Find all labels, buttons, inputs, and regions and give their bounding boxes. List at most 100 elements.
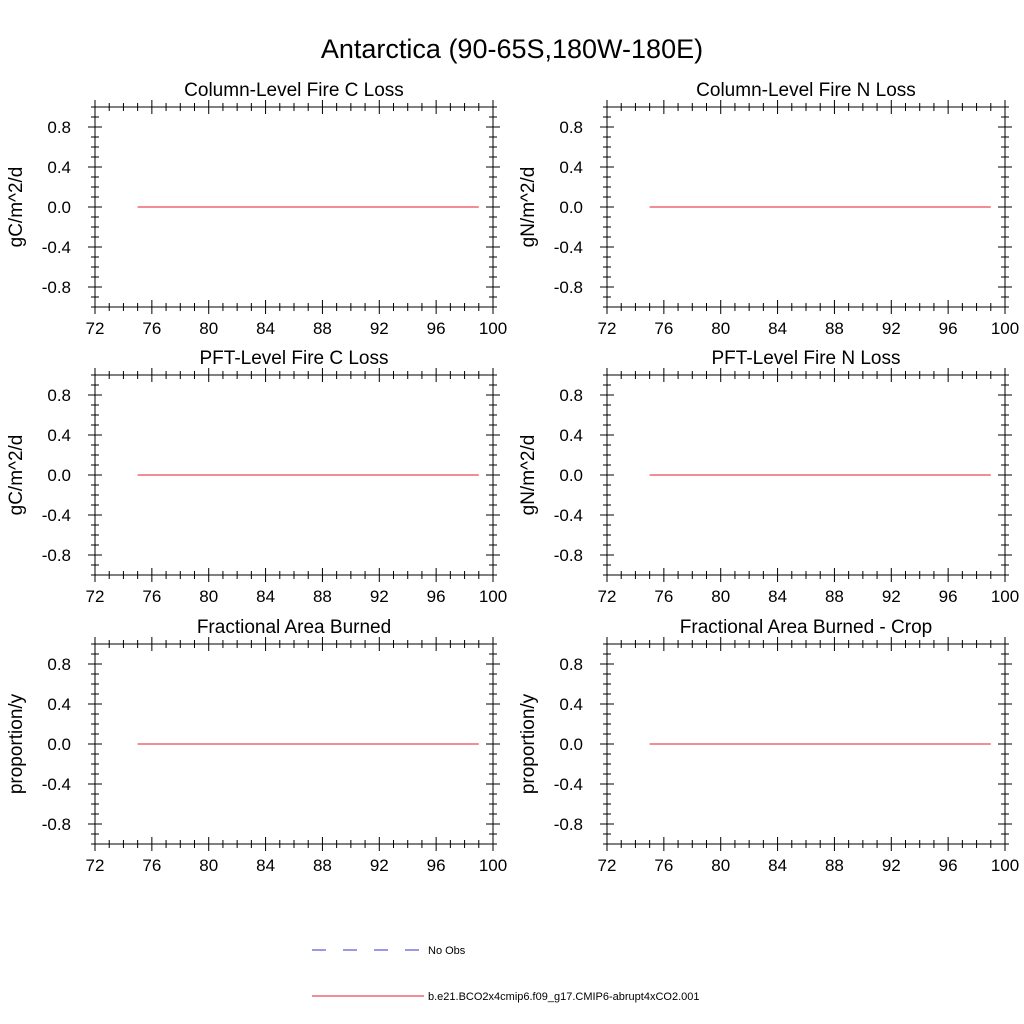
- x-tick-label: 72: [598, 319, 617, 338]
- y-axis-label: proportion/y: [6, 693, 27, 794]
- y-tick-label: 0.4: [47, 695, 71, 714]
- x-tick-label: 96: [427, 319, 446, 338]
- x-tick-label: 96: [939, 856, 958, 875]
- panels: Column-Level Fire C Loss 72 76 80 84 88 92 96 10…: [6, 80, 1019, 875]
- y-tick-label: -0.8: [42, 278, 71, 297]
- x-tick-label: 76: [654, 856, 673, 875]
- y-axis-label: gC/m^2/d: [6, 167, 27, 248]
- x-tick-label: 84: [768, 856, 787, 875]
- chart-panel: Fractional Area Burned - Crop 72 76 80 84 88 9…: [518, 617, 1019, 875]
- panel-title: Column-Level Fire C Loss: [184, 80, 404, 101]
- chart-panel: PFT-Level Fire N Loss 72 76 80 84 88 92 96 100 0.…: [518, 348, 1019, 606]
- y-tick-label: -0.8: [554, 815, 583, 834]
- panel-title: Fractional Area Burned - Crop: [680, 617, 932, 638]
- panel-title: PFT-Level Fire C Loss: [200, 348, 389, 369]
- x-tick-label: 96: [427, 587, 446, 606]
- y-tick-label: 0.8: [47, 655, 71, 674]
- x-tick-label: 72: [598, 587, 617, 606]
- y-tick-label: -0.4: [554, 506, 583, 525]
- x-tick-label: 80: [711, 587, 730, 606]
- x-tick-label: 80: [711, 319, 730, 338]
- x-tick-label: 100: [479, 587, 507, 606]
- x-tick-label: 96: [939, 319, 958, 338]
- panel-title: PFT-Level Fire N Loss: [712, 348, 901, 369]
- y-tick-label: 0.0: [47, 198, 71, 217]
- x-tick-label: 80: [199, 319, 218, 338]
- x-tick-label: 76: [142, 319, 161, 338]
- x-tick-label: 80: [199, 587, 218, 606]
- x-tick-label: 80: [711, 856, 730, 875]
- x-tick-label: 96: [427, 856, 446, 875]
- panel-title: Column-Level Fire N Loss: [696, 80, 916, 101]
- y-axis-label: proportion/y: [518, 693, 539, 794]
- y-tick-label: 0.4: [559, 426, 583, 445]
- x-tick-label: 100: [991, 856, 1019, 875]
- x-tick-label: 72: [86, 856, 105, 875]
- x-tick-label: 92: [370, 587, 389, 606]
- figure-title: Antarctica (90-65S,180W-180E): [321, 34, 703, 64]
- y-tick-label: 0.0: [559, 198, 583, 217]
- x-tick-label: 84: [768, 587, 787, 606]
- x-tick-label: 92: [882, 319, 901, 338]
- x-tick-label: 72: [86, 319, 105, 338]
- y-tick-label: 0.4: [559, 695, 583, 714]
- y-tick-label: 0.4: [47, 158, 71, 177]
- x-tick-label: 76: [142, 587, 161, 606]
- x-tick-label: 92: [882, 587, 901, 606]
- x-tick-label: 100: [991, 587, 1019, 606]
- x-tick-label: 100: [479, 319, 507, 338]
- y-tick-label: -0.4: [42, 238, 71, 257]
- y-axis-label: gC/m^2/d: [6, 435, 27, 516]
- legend: No Obs b.e21.BCO2x4cmip6.f09_g17.CMIP6-ab…: [312, 945, 700, 1003]
- y-tick-label: -0.4: [42, 506, 71, 525]
- y-tick-label: 0.8: [47, 386, 71, 405]
- y-tick-label: 0.4: [47, 426, 71, 445]
- x-tick-label: 84: [768, 319, 787, 338]
- chart-panel: Column-Level Fire N Loss 72 76 80 84 88 92 96 10…: [518, 80, 1019, 338]
- legend-label: b.e21.BCO2x4cmip6.f09_g17.CMIP6-abrupt4x…: [428, 991, 700, 1003]
- y-tick-label: -0.8: [554, 546, 583, 565]
- x-tick-label: 96: [939, 587, 958, 606]
- y-tick-label: 0.4: [559, 158, 583, 177]
- y-tick-label: 0.0: [559, 466, 583, 485]
- y-tick-label: -0.8: [42, 815, 71, 834]
- y-tick-label: 0.8: [559, 386, 583, 405]
- y-tick-label: 0.0: [47, 735, 71, 754]
- y-tick-label: 0.8: [47, 118, 71, 137]
- y-tick-label: -0.8: [554, 278, 583, 297]
- y-tick-label: 0.8: [559, 655, 583, 674]
- x-tick-label: 100: [479, 856, 507, 875]
- y-tick-label: 0.8: [559, 118, 583, 137]
- x-tick-label: 72: [598, 856, 617, 875]
- x-tick-label: 76: [654, 319, 673, 338]
- y-tick-label: -0.8: [42, 546, 71, 565]
- chart-panel: Fractional Area Burned 72 76 80 84 88 92 96 100 0…: [6, 617, 507, 875]
- x-tick-label: 84: [256, 319, 275, 338]
- chart-panel: PFT-Level Fire C Loss 72 76 80 84 88 92 96 100 0.…: [6, 348, 507, 606]
- x-tick-label: 92: [370, 319, 389, 338]
- legend-label: No Obs: [428, 945, 466, 957]
- x-tick-label: 92: [370, 856, 389, 875]
- x-tick-label: 88: [313, 856, 332, 875]
- x-tick-label: 76: [654, 587, 673, 606]
- y-tick-label: -0.4: [554, 775, 583, 794]
- x-tick-label: 88: [825, 856, 844, 875]
- x-tick-label: 84: [256, 587, 275, 606]
- x-tick-label: 72: [86, 587, 105, 606]
- x-tick-label: 80: [199, 856, 218, 875]
- x-tick-label: 88: [825, 587, 844, 606]
- x-tick-label: 92: [882, 856, 901, 875]
- x-tick-label: 76: [142, 856, 161, 875]
- y-axis-label: gN/m^2/d: [518, 167, 539, 248]
- x-tick-label: 100: [991, 319, 1019, 338]
- panel-title: Fractional Area Burned: [197, 617, 391, 638]
- x-tick-label: 88: [313, 319, 332, 338]
- x-tick-label: 88: [825, 319, 844, 338]
- y-tick-label: 0.0: [47, 466, 71, 485]
- y-axis-label: gN/m^2/d: [518, 435, 539, 516]
- y-tick-label: -0.4: [554, 238, 583, 257]
- x-tick-label: 84: [256, 856, 275, 875]
- y-tick-label: 0.0: [559, 735, 583, 754]
- chart-panel: Column-Level Fire C Loss 72 76 80 84 88 92 96 10…: [6, 80, 507, 338]
